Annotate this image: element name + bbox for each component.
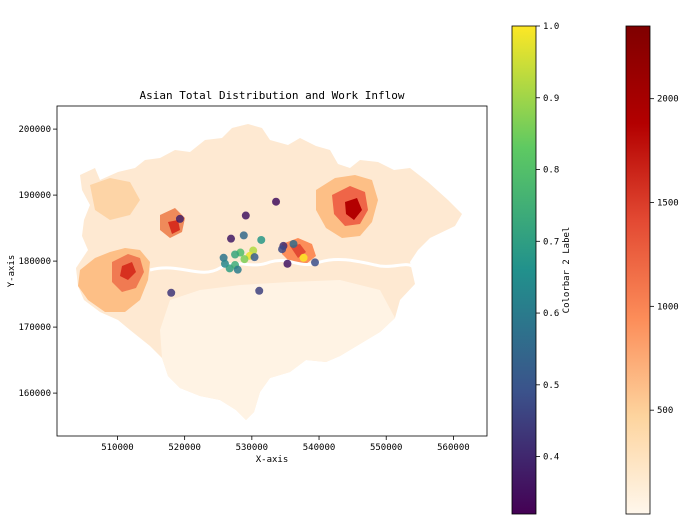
y-tick-label: 160000	[18, 389, 51, 399]
y-tick-label: 180000	[18, 257, 51, 267]
colorbar-2-tick-label: 0.4	[543, 453, 559, 463]
scatter-point	[231, 250, 240, 259]
colorbar-2-ticks: 0.4 0.5 0.6 0.7 0.8 0.9 1.0	[536, 22, 559, 463]
scatter-point	[241, 211, 250, 220]
colorbar-2-tick-label: 0.6	[543, 309, 559, 319]
choropleth-map	[76, 124, 462, 420]
x-tick-label: 560000	[437, 443, 470, 453]
scatter-point	[175, 214, 184, 223]
colorbar-1-tick-label: 500	[657, 406, 673, 416]
scatter-point	[289, 239, 298, 248]
y-tick-label: 170000	[18, 323, 51, 333]
x-tick-label: 550000	[370, 443, 403, 453]
colorbar-1-ticks: 500 1000 1500 2000	[650, 95, 679, 416]
chart-title: Asian Total Distribution and Work Inflow	[140, 89, 405, 102]
scatter-point	[283, 259, 292, 268]
y-axis: 160000 170000 180000 190000 200000	[18, 125, 57, 399]
colorbar-2-label: Colorbar 2 Label	[562, 227, 572, 314]
colorbar-2-tick-label: 0.9	[543, 94, 559, 104]
colorbar-2-gradient	[511, 25, 537, 515]
scatter-point	[278, 245, 287, 254]
colorbar-1-tick-label: 1500	[657, 199, 679, 209]
scatter-point	[233, 265, 242, 274]
y-axis-label: Y-axis	[7, 255, 17, 288]
scatter-point	[299, 253, 308, 262]
scatter-point	[257, 235, 266, 244]
map-west-hotspot-peak	[120, 262, 136, 280]
scatter-point	[250, 253, 259, 262]
map-south-region	[160, 280, 395, 420]
colorbar-2-tick-label: 1.0	[543, 22, 559, 32]
x-axis: 510000 520000 530000 540000 550000 560000	[101, 436, 470, 453]
scatter-point	[240, 255, 249, 264]
colorbar-1-tick-label: 1000	[657, 302, 679, 312]
scatter-points	[167, 197, 319, 297]
y-tick-label: 200000	[18, 125, 51, 135]
map-northwest-hotspot-core	[168, 220, 180, 234]
colorbar-2-tick-label: 0.5	[543, 381, 559, 391]
colorbar-1-tick-label: 2000	[657, 95, 679, 105]
scatter-point	[227, 234, 236, 243]
x-tick-label: 540000	[303, 443, 336, 453]
x-tick-label: 520000	[168, 443, 201, 453]
map-northwest-region	[90, 178, 140, 220]
map-northeast-hotspot-core	[345, 198, 362, 220]
scatter-point	[167, 288, 176, 297]
plot-area	[56, 105, 488, 437]
colorbar-1: 500 1000 1500 2000	[625, 25, 679, 515]
scatter-point	[239, 231, 248, 240]
colorbar-2-tick-label: 0.7	[543, 237, 559, 247]
x-axis-label: X-axis	[256, 455, 289, 465]
colorbar-2-tick-label: 0.8	[543, 166, 559, 176]
scatter-point	[255, 286, 264, 295]
scatter-point	[272, 197, 281, 206]
x-tick-label: 530000	[236, 443, 269, 453]
y-tick-label: 190000	[18, 191, 51, 201]
colorbar-2: 0.4 0.5 0.6 0.7 0.8 0.9 1.0 Colorbar 2 Label	[511, 22, 572, 515]
scatter-point	[311, 258, 319, 267]
colorbar-1-gradient	[625, 25, 651, 515]
x-tick-label: 510000	[101, 443, 134, 453]
